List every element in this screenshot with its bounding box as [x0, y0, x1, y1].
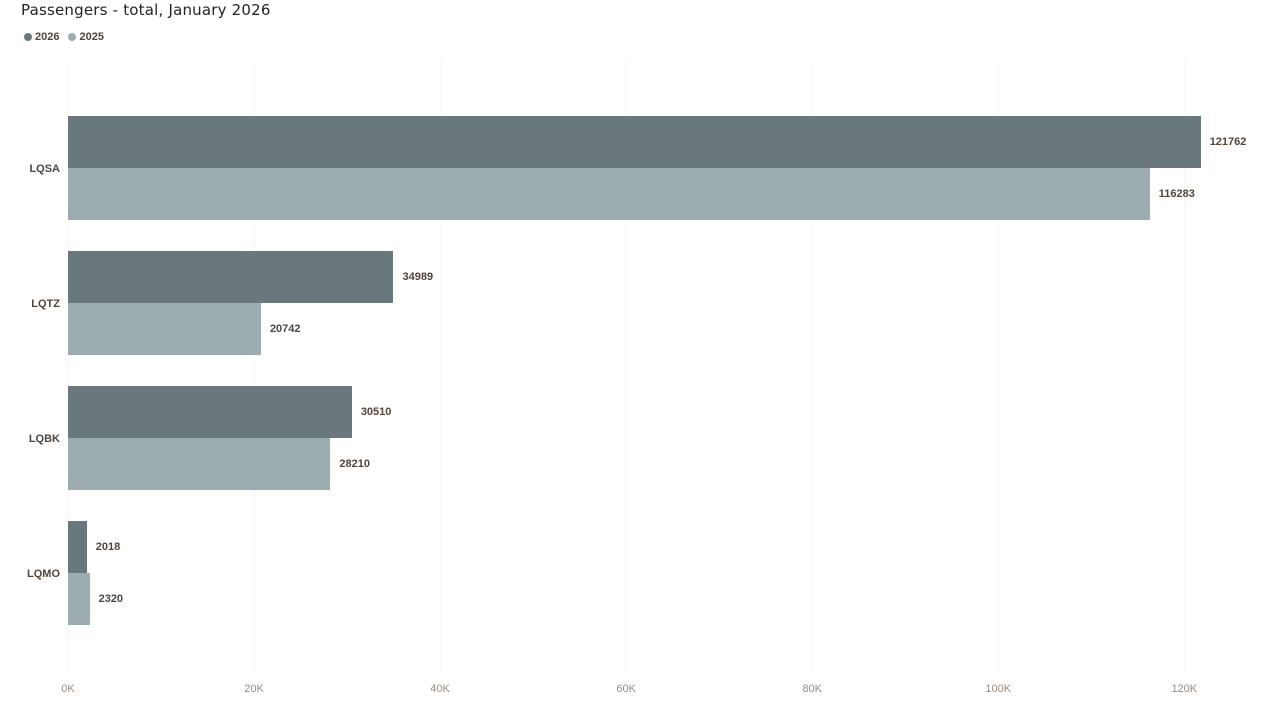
x-axis-tick-label: 80K — [802, 683, 822, 695]
value-label: 34989 — [402, 271, 434, 283]
legend-item-label: 2025 — [79, 31, 104, 43]
category-row-LQTZ: LQTZ 34989 20742 — [31, 236, 1255, 371]
gridline — [1184, 62, 1186, 672]
category-row-LQSA: LQSA 121762 116283 — [29, 101, 1255, 236]
bar-2026-LQMO[interactable] — [68, 521, 87, 573]
legend-dot-icon — [68, 33, 77, 41]
bar-2026-LQTZ[interactable] — [68, 251, 394, 303]
category-rows: LQSA 121762 116283 LQTZ 34989 20742 LQBK 30510 2… — [27, 101, 1255, 641]
category-axis-label: LQTZ — [31, 297, 60, 310]
gridline — [626, 62, 628, 672]
gridline — [812, 62, 814, 672]
chart-legend: 2026 2025 — [24, 31, 104, 43]
legend-item-2026[interactable]: 2026 — [24, 31, 59, 43]
bar-2025-LQMO[interactable] — [68, 573, 90, 625]
value-label: 30510 — [360, 406, 392, 418]
value-label: 2018 — [95, 541, 121, 553]
x-axis-tick-label: 0K — [61, 683, 75, 695]
bar-2026-LQSA[interactable] — [68, 116, 1201, 168]
category-row-LQMO: LQMO 2018 2320 — [27, 506, 1255, 641]
value-label: 20742 — [269, 323, 301, 335]
bar-2025-LQSA[interactable] — [68, 168, 1150, 220]
chart-title: Passengers - total, January 2026 — [21, 1, 271, 19]
gridline — [68, 62, 69, 672]
x-axis-tick-label: 120K — [1171, 683, 1198, 695]
gridline — [440, 62, 442, 672]
gridline — [254, 62, 256, 672]
bar-2025-LQTZ[interactable] — [68, 303, 261, 355]
value-label: 28210 — [339, 458, 371, 470]
gridline — [998, 62, 1000, 672]
x-axis-tick-label: 60K — [616, 683, 636, 695]
value-label: 2320 — [98, 593, 124, 605]
legend-dot-icon — [24, 33, 32, 41]
bar-2026-LQBK[interactable] — [68, 386, 352, 438]
category-axis-label: LQBK — [28, 432, 60, 445]
category-axis-label: LQMO — [27, 567, 60, 580]
legend-item-2025[interactable]: 2025 — [68, 31, 104, 43]
bar-2025-LQBK[interactable] — [68, 438, 331, 490]
x-axis-tick-label: 100K — [985, 683, 1012, 695]
plot-area: LQSA 121762 116283 LQTZ 34989 20742 LQBK 30510 2… — [27, 60, 1255, 695]
category-row-LQBK: LQBK 30510 28210 — [29, 371, 1255, 506]
category-axis-label: LQSA — [29, 162, 60, 175]
value-label: 116283 — [1158, 188, 1195, 200]
x-axis: 0K 20K 40K 60K 80K 100K 120K — [61, 683, 1255, 699]
value-label: 121762 — [1209, 136, 1247, 148]
x-axis-tick-label: 20K — [244, 683, 264, 695]
x-axis-tick-label: 40K — [430, 683, 450, 695]
legend-item-label: 2026 — [35, 31, 60, 43]
